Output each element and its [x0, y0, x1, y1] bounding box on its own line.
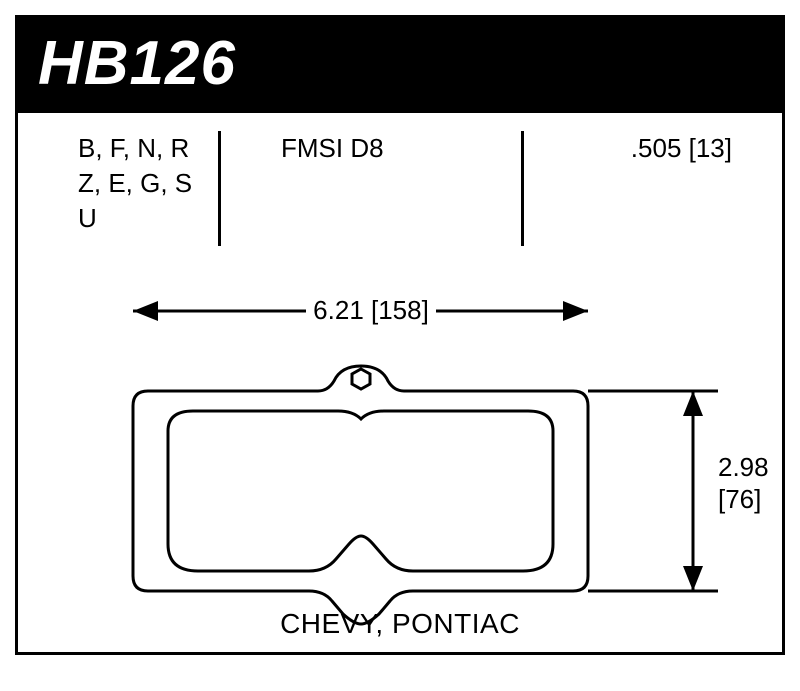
compounds-line: U [78, 201, 198, 236]
diagram-area: 6.21 [158] 2.98 [76] [18, 256, 782, 656]
height-dim-top: 2.98 [718, 452, 769, 482]
compounds-column: B, F, N, R Z, E, G, S U [18, 131, 218, 236]
brake-pad-diagram: 6.21 [158] 2.98 [76] [18, 256, 788, 656]
thickness-value: .505 [13] [544, 131, 732, 166]
height-dimension: 2.98 [76] [588, 391, 769, 591]
width-dimension: 6.21 [158] [133, 294, 588, 326]
spec-frame: HB126 B, F, N, R Z, E, G, S U FMSI D8 .5… [15, 15, 785, 655]
header-bar: HB126 [18, 18, 782, 113]
spec-row: B, F, N, R Z, E, G, S U FMSI D8 .505 [13… [18, 113, 782, 246]
fmsi-column: FMSI D8 [221, 131, 521, 166]
width-dim-label: 6.21 [158] [313, 295, 429, 325]
part-number: HB126 [38, 28, 762, 99]
fmsi-value: FMSI D8 [281, 131, 501, 166]
compounds-line: B, F, N, R [78, 131, 198, 166]
compounds-line: Z, E, G, S [78, 166, 198, 201]
vehicle-make-label: CHEVY, PONTIAC [18, 608, 782, 640]
thickness-column: .505 [13] [524, 131, 782, 166]
height-dim-bottom: [76] [718, 484, 761, 514]
brake-pad-shape [133, 366, 588, 624]
